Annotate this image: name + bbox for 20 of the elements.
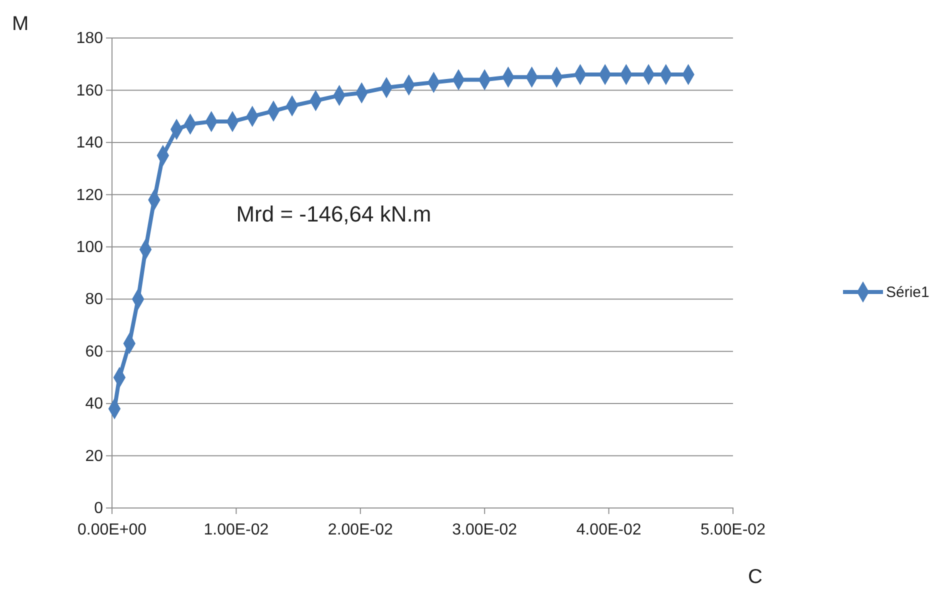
y-tick-label: 100: [76, 239, 104, 256]
y-tick-label: 40: [85, 396, 104, 413]
x-axis-title: C: [748, 566, 762, 588]
y-tick-label: 180: [76, 30, 104, 48]
x-tick-label: 5.00E-02: [700, 522, 766, 539]
x-tick-label: 4.00E-02: [576, 522, 642, 539]
x-tick-label: 0.00E+00: [78, 522, 147, 539]
x-tick-label: 3.00E-02: [452, 522, 518, 539]
y-tick-label: 20: [85, 448, 104, 465]
y-axis-title: M: [12, 13, 29, 35]
x-tick-label: 2.00E-02: [328, 522, 393, 539]
annotation: Mrd = -146,64 kN.m: [236, 201, 432, 226]
y-tick-label: 120: [76, 186, 104, 204]
y-tick-label: 140: [76, 134, 104, 152]
legend-label: Série1: [886, 284, 930, 301]
y-tick-label: 60: [85, 343, 104, 360]
y-tick-label: 160: [76, 82, 104, 100]
y-tick-label: 0: [94, 500, 104, 518]
x-tick-label: 1.00E-02: [204, 522, 269, 539]
y-tick-label: 80: [85, 291, 104, 308]
